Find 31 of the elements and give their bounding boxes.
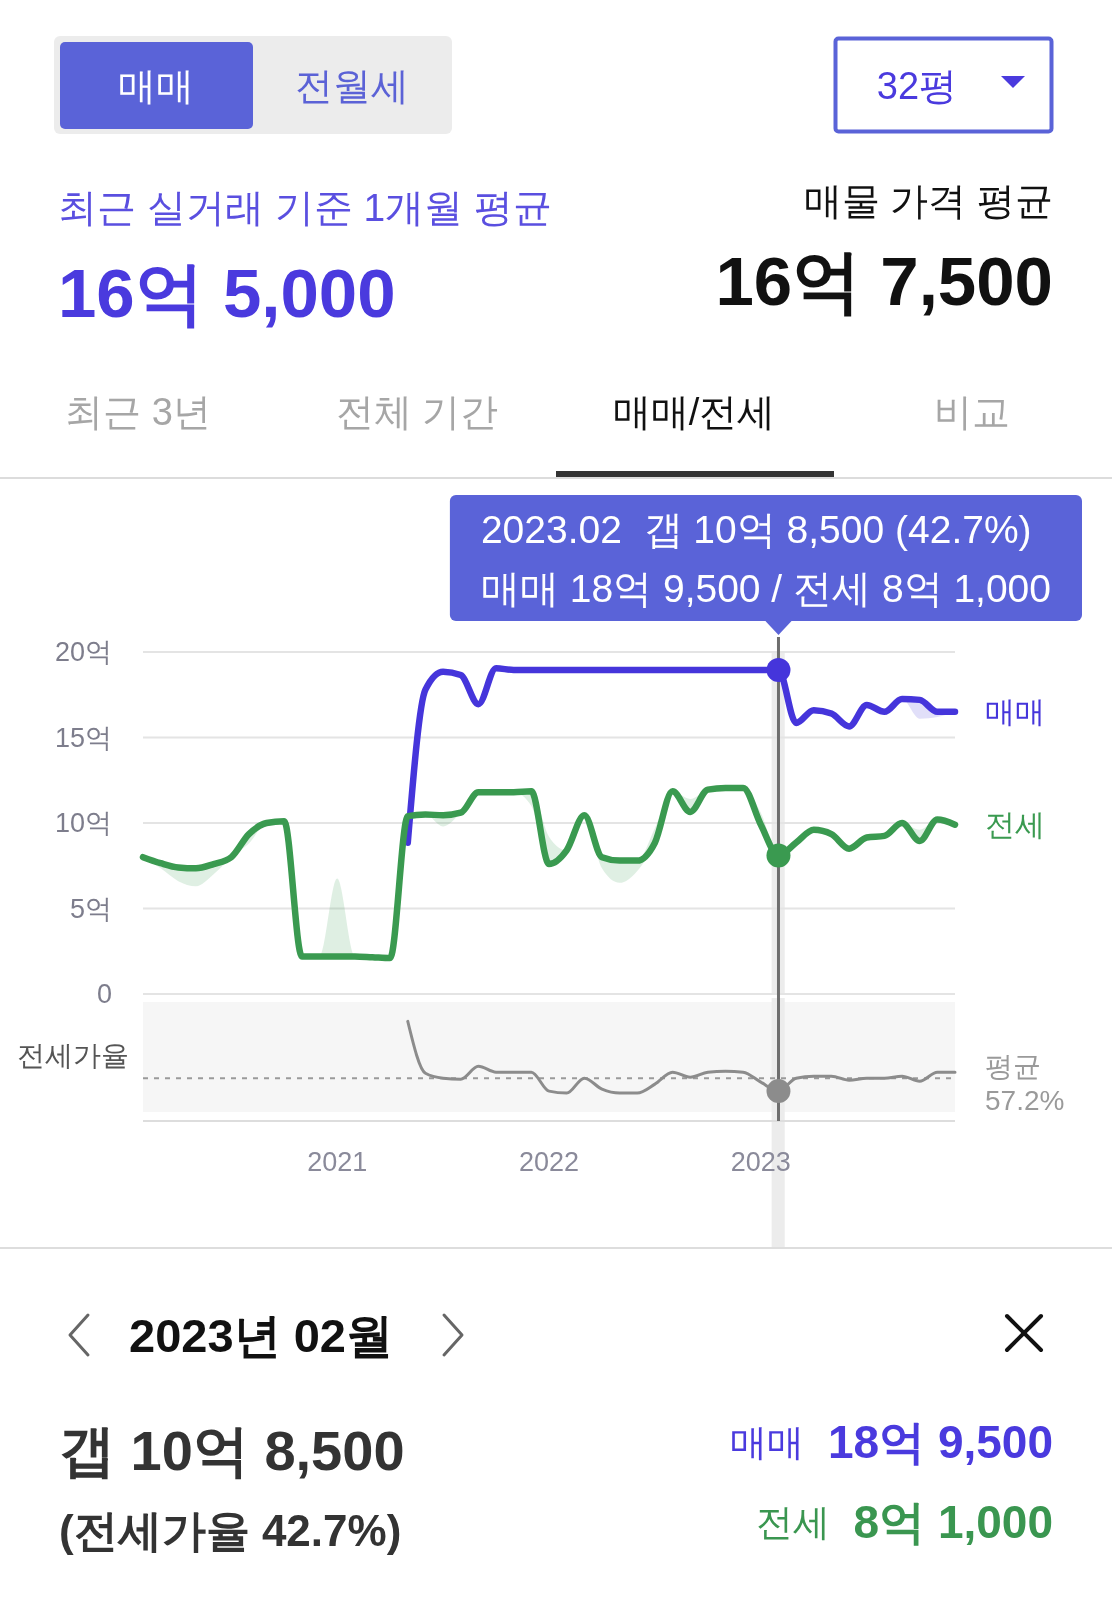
text: (전세가율 42.7%) bbox=[59, 1505, 402, 1555]
text: 16억 5,000 bbox=[58, 254, 396, 332]
text: 매물 가격 평균 bbox=[803, 180, 1053, 222]
y-tick-label: 5억 bbox=[69, 893, 112, 924]
text: 8억 1,000 bbox=[853, 1496, 1053, 1548]
y-tick-label: 0 bbox=[96, 979, 112, 1009]
y-tick-label: 15억 bbox=[54, 722, 112, 753]
y-tick-label: 10억 bbox=[54, 808, 112, 838]
text: 전체 기간 bbox=[335, 391, 499, 433]
y-tick-label: 20억 bbox=[54, 637, 112, 667]
text: 매매 bbox=[118, 65, 194, 107]
series-label: 매매 bbox=[985, 695, 1045, 729]
tooltip: 2023.02 갭 10억 8,500 (42.7%) 매매 18억 9,500 / 전세 8억 1,000 bbox=[449, 495, 1082, 635]
text: 2023년 02월 bbox=[129, 1308, 393, 1362]
text: 16억 7,500 bbox=[715, 242, 1053, 320]
text: 32평 bbox=[876, 65, 958, 107]
x-tick-label: 2021 bbox=[307, 1147, 368, 1177]
y-axis-title: 전세가율 bbox=[17, 1039, 129, 1071]
text: 매매 bbox=[729, 1421, 804, 1463]
x-tick-label: 2022 bbox=[518, 1147, 580, 1177]
ref-line-label: 평균 57.2% bbox=[985, 1050, 1065, 1116]
text: 18억 9,500 bbox=[827, 1416, 1053, 1468]
text: 전월세 bbox=[295, 65, 409, 107]
x-tick-label: 2023 bbox=[730, 1147, 791, 1177]
text: 전세 bbox=[755, 1501, 830, 1543]
text: 매매/전세 bbox=[612, 391, 776, 433]
text: 최근 3년 bbox=[65, 391, 211, 433]
text: 갭 10억 8,500 bbox=[59, 1418, 405, 1482]
text: 최근 실거래 기준 1개월 평균 bbox=[58, 185, 553, 229]
series-label: 전세 bbox=[985, 808, 1045, 842]
text: 비교 bbox=[934, 391, 1010, 433]
